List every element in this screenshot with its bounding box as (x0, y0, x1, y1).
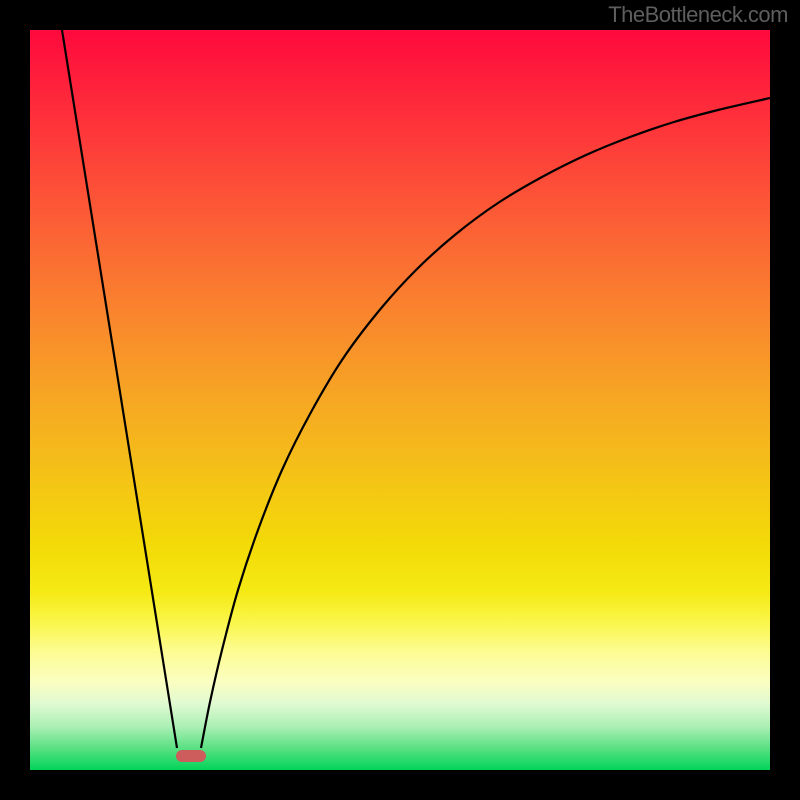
bottleneck-chart (0, 0, 800, 800)
chart-svg (0, 0, 800, 800)
bottleneck-marker (176, 750, 206, 762)
chart-background (30, 30, 770, 770)
